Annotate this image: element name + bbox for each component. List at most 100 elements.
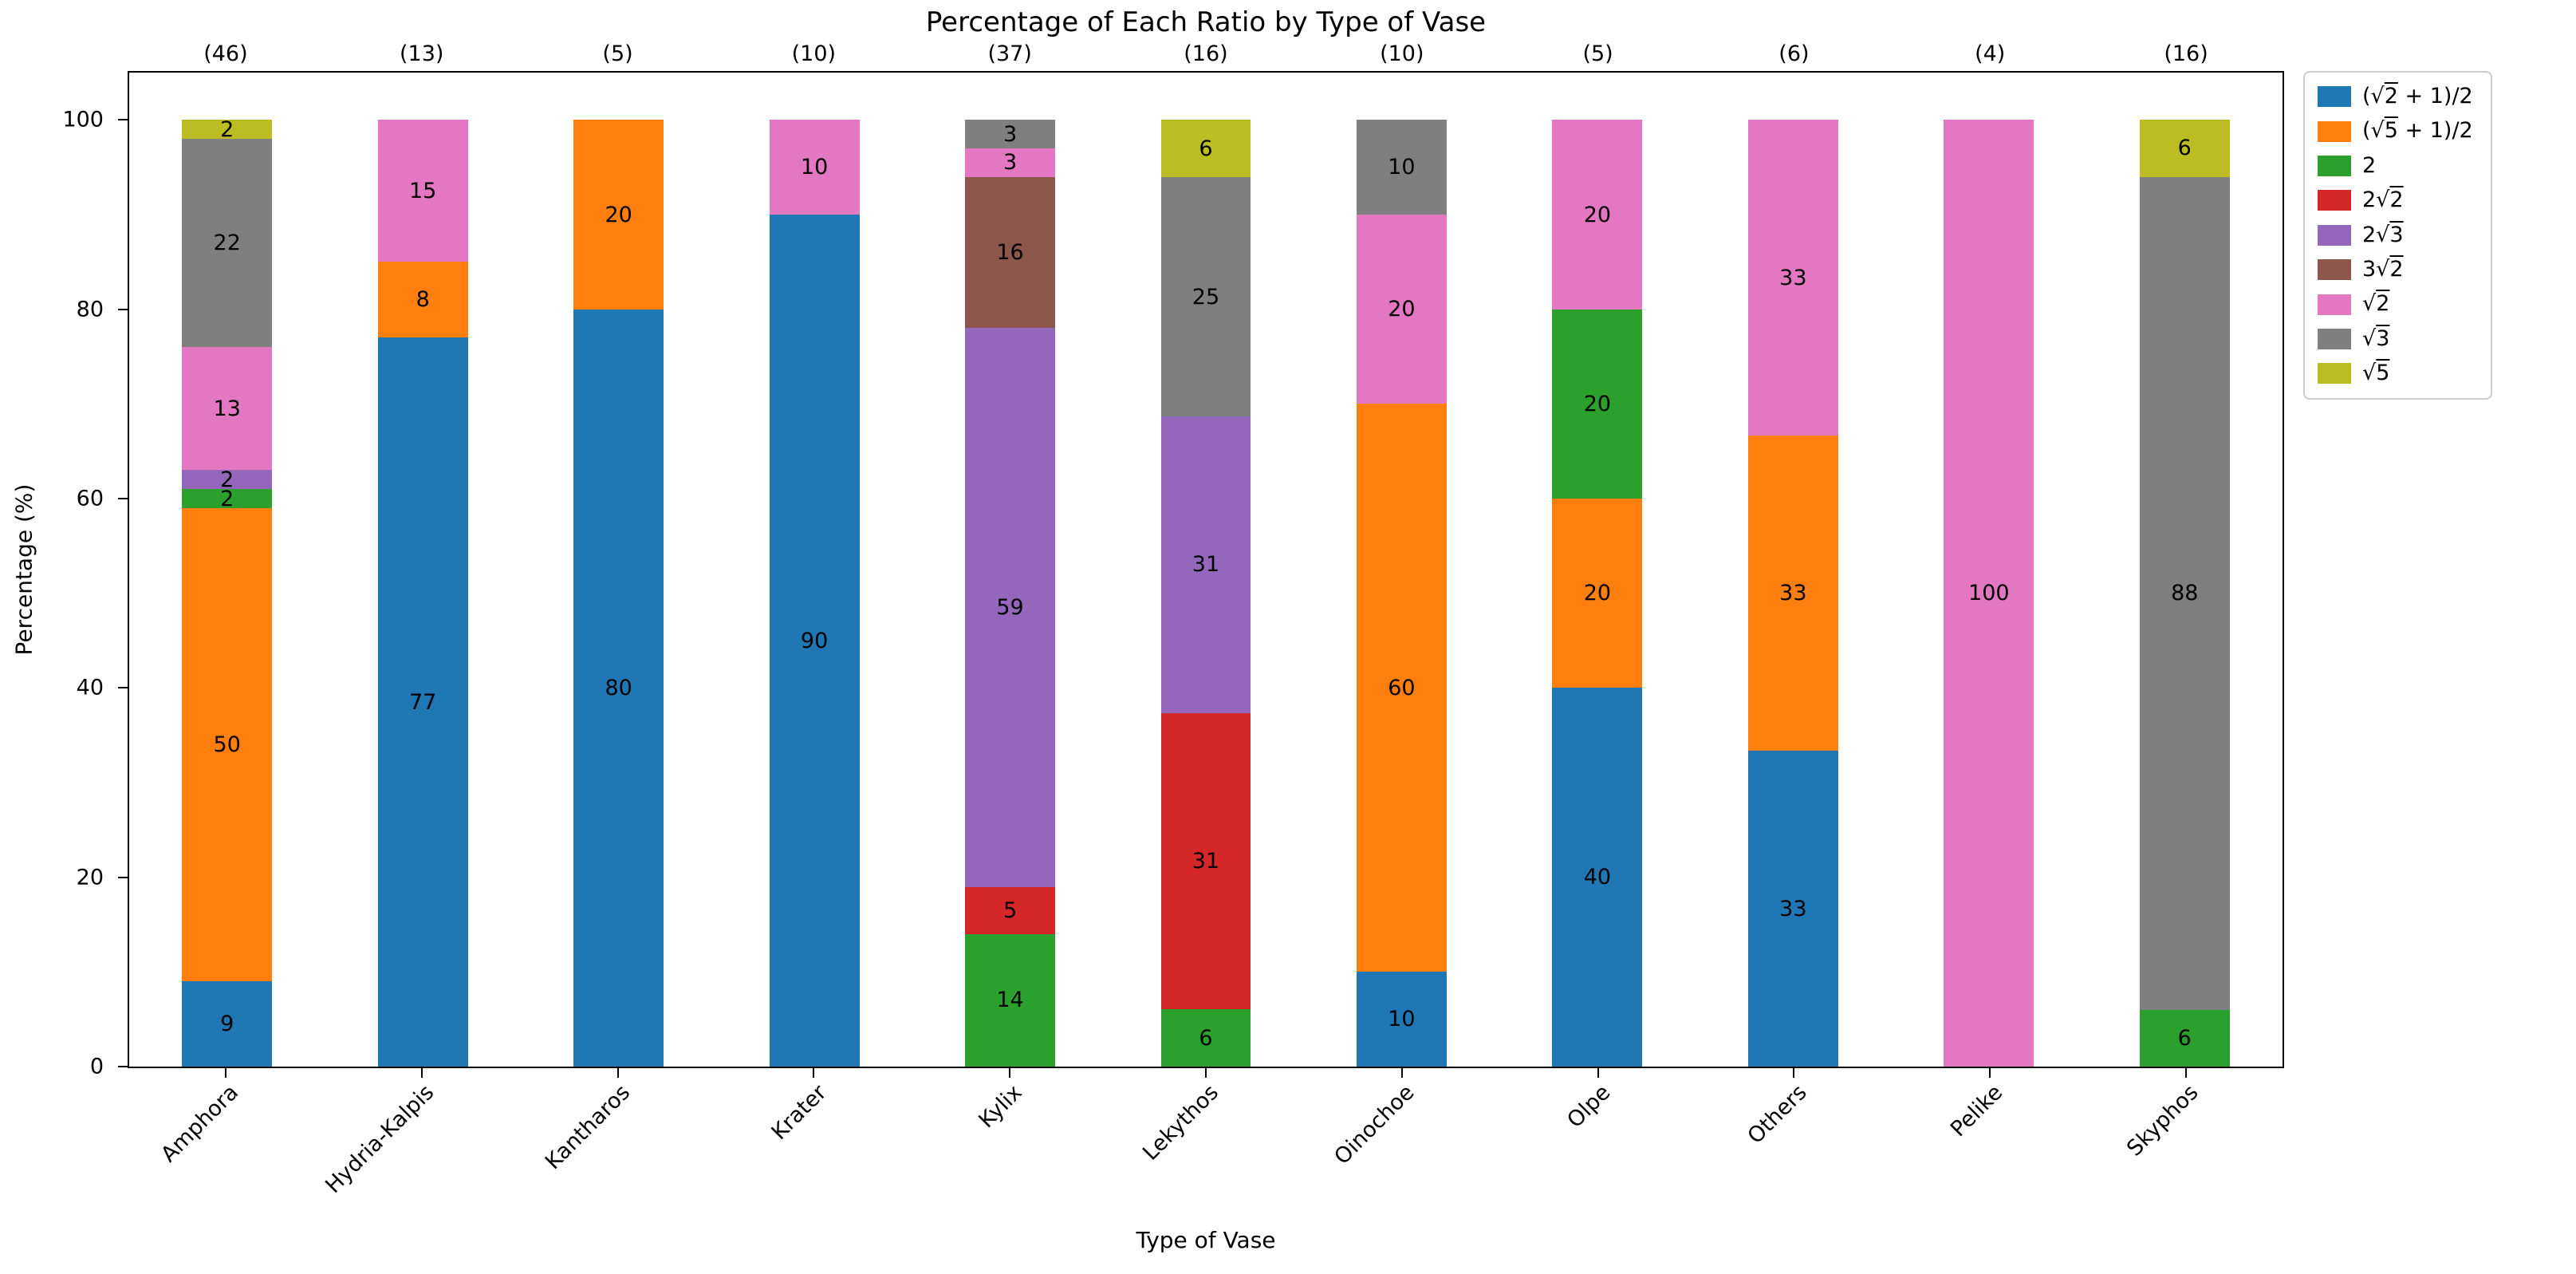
y-tick-mark: [118, 687, 128, 689]
y-tick-label: 40: [76, 675, 104, 700]
x-tick-label: Kantharos: [541, 1080, 636, 1175]
bar-segment-value: 31: [1191, 552, 1220, 578]
x-axis-tick-labels: Amphora Hydria-Kalpis Kantharos Krater Kylix…: [128, 1080, 2284, 1200]
y-tick-mark: [118, 308, 128, 310]
bar-segment: 6: [1160, 120, 1251, 178]
x-tick-label: Skyphos: [2122, 1080, 2204, 1162]
x-tick-label: Hydria-Kalpis: [321, 1080, 439, 1198]
bar-segment: 20: [1356, 215, 1447, 404]
bar-segment: 8: [377, 262, 468, 338]
legend-swatch: [2318, 155, 2351, 176]
bar-total: (10): [1380, 41, 1424, 66]
legend-item: (√5 + 1)/2: [2318, 118, 2473, 144]
bar-segment-value: 33: [1779, 896, 1807, 921]
bar-total: (46): [203, 41, 248, 66]
legend-item: 2: [2318, 153, 2473, 179]
x-tick-label: Pelike: [1945, 1080, 2008, 1142]
x-tick-label: Amphora: [156, 1080, 243, 1168]
legend-label: √5: [2362, 361, 2390, 386]
bar-total: (5): [602, 41, 633, 66]
bar-segment-value: 5: [1002, 897, 1018, 923]
bar-total: (16): [2164, 41, 2208, 66]
legend-label: (√2 + 1)/2: [2362, 84, 2473, 108]
bar-segment-value: 15: [408, 178, 437, 203]
y-tick-label: 100: [62, 107, 104, 132]
bar-segment: 10: [1356, 972, 1447, 1067]
bar-segment: 90: [769, 215, 860, 1067]
bar-segment: 33: [1747, 435, 1838, 751]
bar-total: (6): [1778, 41, 1810, 66]
x-tick-mark: [1597, 1068, 1599, 1078]
bar-segment-value: 33: [1779, 581, 1807, 606]
bar-segment: 16: [965, 176, 1055, 329]
bar-totals-row: (46) (13) (5) (10) (37) (16) (10) (5) (6) (4) (16): [128, 41, 2284, 66]
bar-segment-value: 14: [996, 988, 1024, 1013]
bar-segment-value: 25: [1191, 284, 1220, 310]
y-tick-mark: [118, 876, 128, 878]
bar-total: (16): [1184, 41, 1228, 66]
axes-box: 9 50 2 2 13 22 2 77 8 15 80 20 90 10 14 5 59 16 3 3 6 31 31 25 6…: [128, 71, 2284, 1068]
y-tick-mark: [118, 119, 128, 121]
bar-segment-value: 2: [220, 486, 234, 511]
bar-segment: 10: [769, 120, 860, 215]
bar-segment-value: 77: [408, 689, 437, 715]
x-tick-mark: [420, 1068, 423, 1078]
bar-segment-value: 90: [800, 628, 829, 653]
bar-pelike: 100: [1891, 73, 2086, 1067]
x-tick-mark: [616, 1068, 619, 1078]
x-tick-mark: [813, 1068, 815, 1078]
bar-segment-value: 60: [1388, 675, 1416, 700]
bar-amphora: 9 50 2 2 13 22 2: [129, 73, 325, 1067]
bar-segment: 5: [965, 886, 1055, 934]
x-tick-label: Olpe: [1562, 1080, 1616, 1134]
bar-segment-value: 10: [1388, 155, 1416, 180]
y-tick-mark: [118, 1066, 128, 1067]
bar-total: (4): [1975, 41, 2006, 66]
bar-lekythos: 6 31 31 25 6: [1108, 73, 1303, 1067]
legend-swatch: [2318, 328, 2351, 349]
bar-kylix: 14 5 59 16 3 3: [912, 73, 1108, 1067]
bar-segment-value: 59: [996, 594, 1024, 620]
bar-segment-value: 10: [1388, 1007, 1416, 1032]
bar-segment-value: 16: [996, 239, 1024, 265]
bar-segment: 25: [1160, 177, 1251, 416]
bar-segment-value: 8: [416, 287, 430, 313]
x-axis-label: Type of Vase: [1136, 1227, 1276, 1253]
bar-segment-value: 20: [1583, 202, 1612, 227]
bar-segment: 20: [1552, 499, 1643, 688]
bar-segment: 20: [1552, 309, 1643, 499]
x-axis-ticks: [128, 1068, 2284, 1078]
bar-total: (10): [791, 41, 837, 66]
legend-item: √3: [2318, 326, 2473, 352]
bar-segment-value: 31: [1191, 848, 1220, 874]
bar-segment-value: 10: [800, 155, 829, 180]
bar-segment: 9: [182, 981, 273, 1067]
bar-segment-value: 100: [1968, 581, 2010, 606]
bar-total: (13): [400, 41, 444, 66]
bar-segment-value: 20: [1583, 581, 1612, 606]
bar-segment: 20: [1552, 120, 1643, 310]
x-tick-label: Oinochoe: [1329, 1080, 1420, 1170]
bar-segment: 22: [182, 139, 273, 348]
bar-segment-value: 20: [1388, 297, 1416, 322]
legend-label: 2√2: [2362, 187, 2404, 213]
bar-segment: 20: [573, 120, 664, 310]
bar-total: (37): [987, 41, 1032, 66]
legend-label: 2√3: [2362, 222, 2404, 247]
bar-segment-value: 2: [220, 116, 234, 142]
bar-segment: 2: [182, 486, 273, 511]
bar-olpe: 40 20 20 20: [1499, 73, 1695, 1067]
bar-segment: 13: [182, 347, 273, 471]
x-tick-mark: [1009, 1068, 1011, 1078]
bar-segment: 6: [2139, 120, 2230, 177]
bar-hydria-kalpis: 77 8 15: [325, 73, 520, 1067]
x-tick-label: Krater: [766, 1080, 832, 1146]
y-tick-label: 20: [76, 865, 104, 890]
bar-segment: 50: [182, 507, 273, 982]
bar-segment-value: 50: [213, 732, 241, 758]
bar-segment-value: 2: [220, 467, 234, 492]
x-tick-mark: [1400, 1068, 1403, 1078]
legend-item: 2√2: [2318, 187, 2473, 213]
x-tick-mark: [224, 1068, 226, 1078]
legend-item: √2: [2318, 291, 2473, 317]
